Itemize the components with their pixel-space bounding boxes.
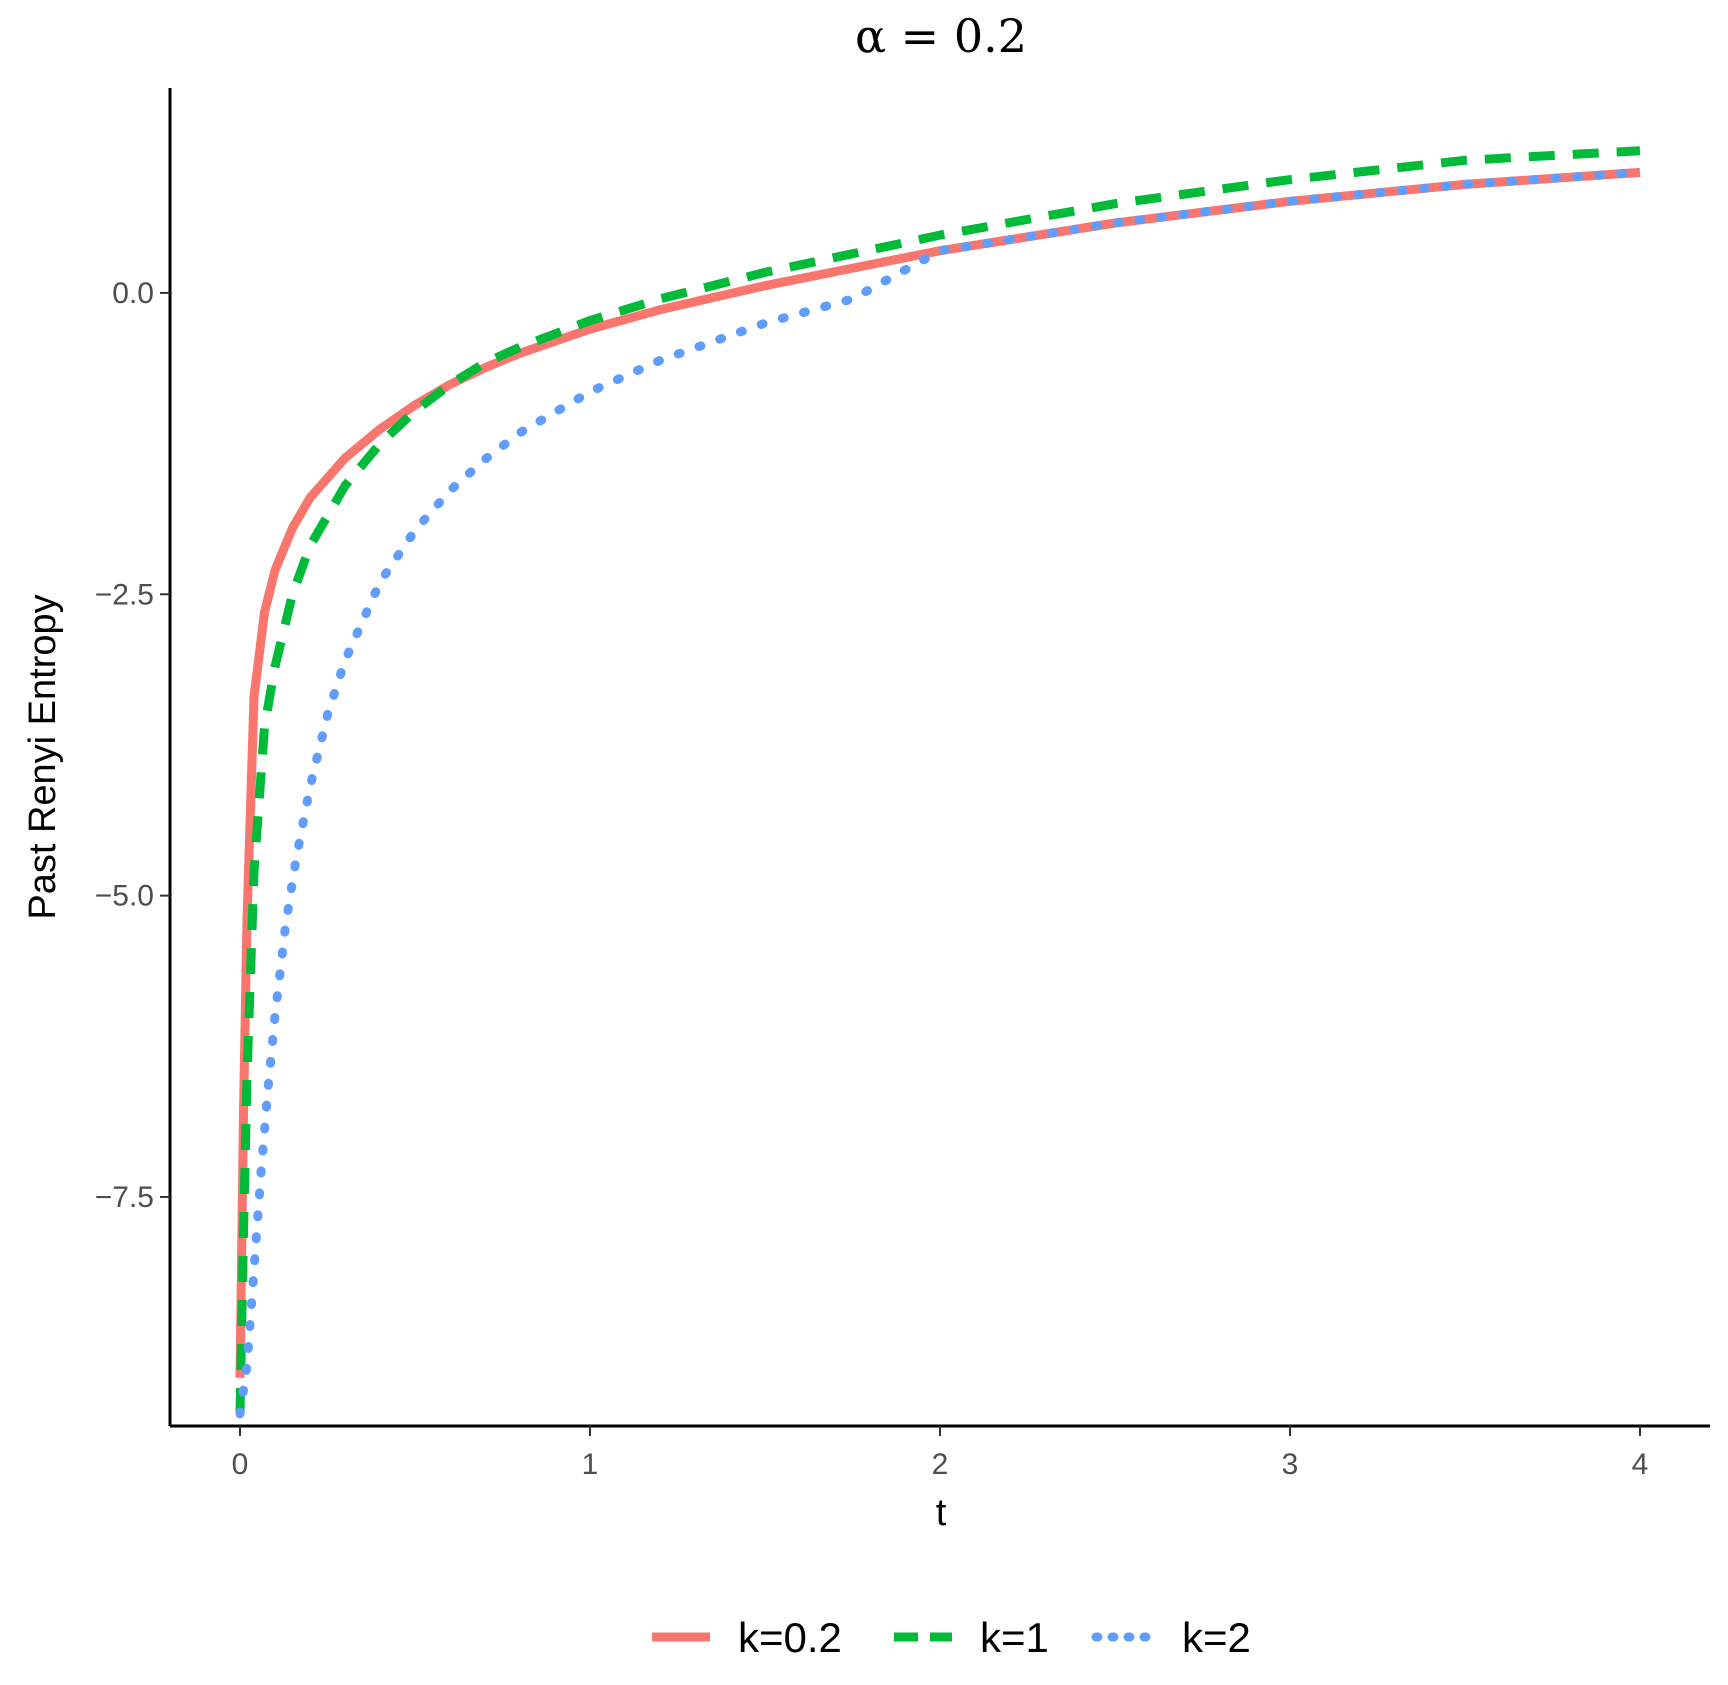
legend-label: k=1 [980,1614,1049,1661]
y-tick-label: −2.5 [95,578,154,611]
x-tick-label: 3 [1282,1448,1299,1481]
x-axis-title: t [936,1492,947,1534]
series-line-k-2 [235,167,1645,1419]
series-line-k-0-2 [235,167,1641,1378]
y-tick-label: −7.5 [95,1181,154,1214]
y-tick-label: −5.0 [95,880,154,913]
legend-label: k=2 [1182,1614,1251,1661]
series-line-k-1 [235,146,1641,1414]
chart-title: α = 0.2 [855,9,1027,63]
x-tick-label: 0 [232,1448,249,1481]
x-tick-label: 4 [1632,1448,1649,1481]
x-tick-label: 1 [582,1448,599,1481]
y-axis-title: Past Renyi Entropy [22,594,64,919]
legend: k=0.2 k=1 k=2 [652,1614,1251,1661]
legend-label: k=0.2 [738,1614,842,1661]
y-ticks: 0.0 −2.5 −5.0 −7.5 [95,277,170,1214]
x-ticks: 0 1 2 3 4 [232,1426,1649,1481]
x-tick-label: 2 [932,1448,949,1481]
series-layer [235,146,1645,1419]
y-tick-label: 0.0 [112,277,154,310]
